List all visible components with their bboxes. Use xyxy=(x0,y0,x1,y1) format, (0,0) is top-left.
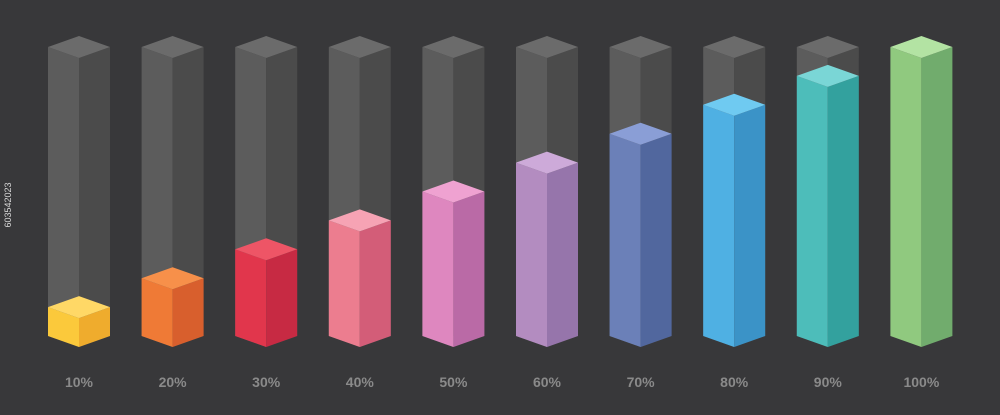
bar-top-face xyxy=(890,36,953,58)
bar-left-face xyxy=(141,278,173,347)
column-20pct xyxy=(141,36,204,347)
track-top-face xyxy=(703,36,766,58)
column-10pct xyxy=(48,36,110,347)
column-100pct xyxy=(890,36,953,347)
tick-label: 70% xyxy=(627,374,656,390)
column-50pct xyxy=(422,36,485,347)
bar-left-face xyxy=(796,75,828,348)
bar-left-face xyxy=(703,104,735,347)
track-top-face xyxy=(422,36,485,58)
bar-right-face xyxy=(827,75,859,348)
bar-left-face xyxy=(328,220,360,347)
bar-right-face xyxy=(921,47,953,347)
bar-right-face xyxy=(734,104,766,347)
bar-right-face xyxy=(547,162,578,347)
bar-right-face xyxy=(172,278,204,347)
track-top-face xyxy=(141,36,204,58)
stock-id-watermark: 603542023 xyxy=(3,182,13,228)
tick-label: 90% xyxy=(814,374,843,390)
track-top-face xyxy=(48,36,110,58)
bar-right-face xyxy=(79,307,110,347)
bar-top-face xyxy=(235,238,298,261)
bar-right-face xyxy=(640,133,672,347)
bar-top-face xyxy=(703,93,766,116)
bar-top-face xyxy=(609,122,672,145)
tick-label: 30% xyxy=(252,374,281,390)
tick-label: 80% xyxy=(720,374,749,390)
bar-top-face xyxy=(48,296,110,319)
bar-top-face xyxy=(796,64,859,87)
track-top-face xyxy=(328,36,391,58)
bar-top-face xyxy=(328,209,391,232)
column-90pct xyxy=(796,36,859,348)
column-60pct xyxy=(516,36,578,347)
bar-top-face xyxy=(516,151,578,174)
bar-right-face xyxy=(359,220,391,347)
tick-label: 40% xyxy=(346,374,375,390)
track-left-face xyxy=(48,47,79,347)
bar-left-face xyxy=(609,133,641,347)
tick-label: 20% xyxy=(159,374,188,390)
tick-label: 100% xyxy=(903,374,939,390)
track-top-face xyxy=(235,36,298,58)
bar-top-face xyxy=(422,180,485,203)
bar-right-face xyxy=(453,191,485,347)
bar-left-face xyxy=(890,47,922,347)
column-80pct xyxy=(703,36,766,347)
column-30pct xyxy=(235,36,298,347)
track-top-face xyxy=(609,36,672,58)
bar-top-face xyxy=(141,267,204,290)
tick-label: 50% xyxy=(439,374,468,390)
tick-label: 60% xyxy=(533,374,562,390)
tick-label: 10% xyxy=(65,374,94,390)
track-top-face xyxy=(516,36,578,58)
bar-left-face xyxy=(422,191,454,347)
track-top-face xyxy=(796,36,859,58)
column-40pct xyxy=(328,36,391,347)
bar-left-face xyxy=(235,249,267,347)
bar-left-face xyxy=(516,162,547,347)
column-70pct xyxy=(609,36,672,347)
bar-right-face xyxy=(266,249,298,347)
track-right-face xyxy=(79,47,110,347)
bar-left-face xyxy=(48,307,79,347)
